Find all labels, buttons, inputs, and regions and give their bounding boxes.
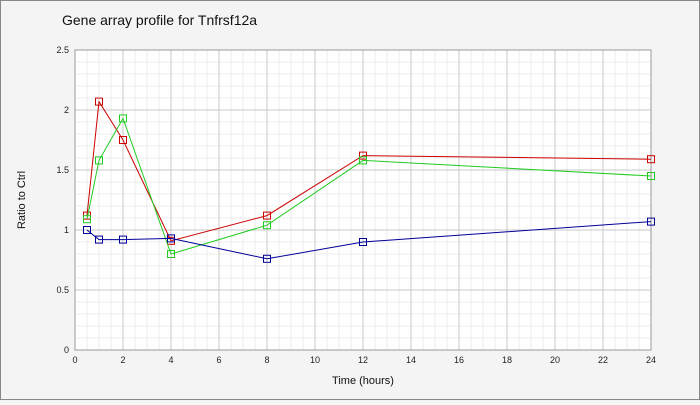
data-point-marker[interactable] (119, 235, 127, 244)
plot-border (74, 49, 652, 351)
x-tick-label: 10 (310, 355, 320, 365)
data-point-marker[interactable] (95, 235, 103, 244)
y-tick-label: 0.5 (56, 285, 69, 295)
series-line-3 (86, 221, 652, 260)
data-point-marker[interactable] (167, 250, 175, 258)
data-point-marker[interactable] (647, 155, 655, 164)
y-axis-label: Ratio to Ctrl (16, 171, 28, 229)
x-tick-label: 22 (598, 355, 608, 365)
data-point-marker[interactable] (647, 172, 655, 180)
data-point-marker[interactable] (95, 156, 103, 165)
y-tick-label: 0 (64, 345, 69, 355)
data-point-marker[interactable] (119, 136, 127, 144)
x-tick-label: 6 (216, 355, 221, 365)
x-tick-label: 8 (264, 355, 269, 365)
x-tick-label: 12 (358, 355, 368, 365)
series-line-2 (86, 117, 652, 255)
data-point-marker[interactable] (119, 114, 127, 123)
x-tick-label: 18 (502, 355, 512, 365)
y-tick-label: 2 (64, 105, 69, 115)
data-point-marker[interactable] (83, 215, 91, 224)
data-point-marker[interactable] (95, 97, 103, 106)
data-point-marker[interactable] (263, 254, 271, 263)
data-point-marker[interactable] (359, 151, 367, 160)
y-tick-label: 2.5 (56, 45, 69, 55)
x-tick-label: 4 (168, 355, 173, 365)
data-point-marker[interactable] (263, 211, 271, 220)
y-tick-label: 1 (64, 225, 69, 235)
series-group (83, 97, 655, 263)
x-tick-label: 0 (72, 355, 77, 365)
x-axis-label: Time (hours) (332, 375, 394, 387)
data-point-marker[interactable] (83, 226, 91, 234)
chart-title: Gene array profile for Tnfrsf12a (62, 12, 257, 28)
data-point-marker[interactable] (359, 238, 367, 246)
data-point-marker[interactable] (167, 234, 175, 243)
data-point-marker[interactable] (359, 156, 367, 165)
x-tick-label: 20 (550, 355, 560, 365)
data-point-marker[interactable] (263, 221, 271, 230)
x-tick-label: 14 (406, 355, 416, 365)
data-point-marker[interactable] (647, 217, 655, 226)
x-tick-label: 24 (646, 355, 656, 365)
x-tick-label: 16 (454, 355, 464, 365)
y-tick-label: 1.5 (56, 165, 69, 175)
series-line-1 (86, 100, 652, 242)
x-tick-label: 2 (120, 355, 125, 365)
